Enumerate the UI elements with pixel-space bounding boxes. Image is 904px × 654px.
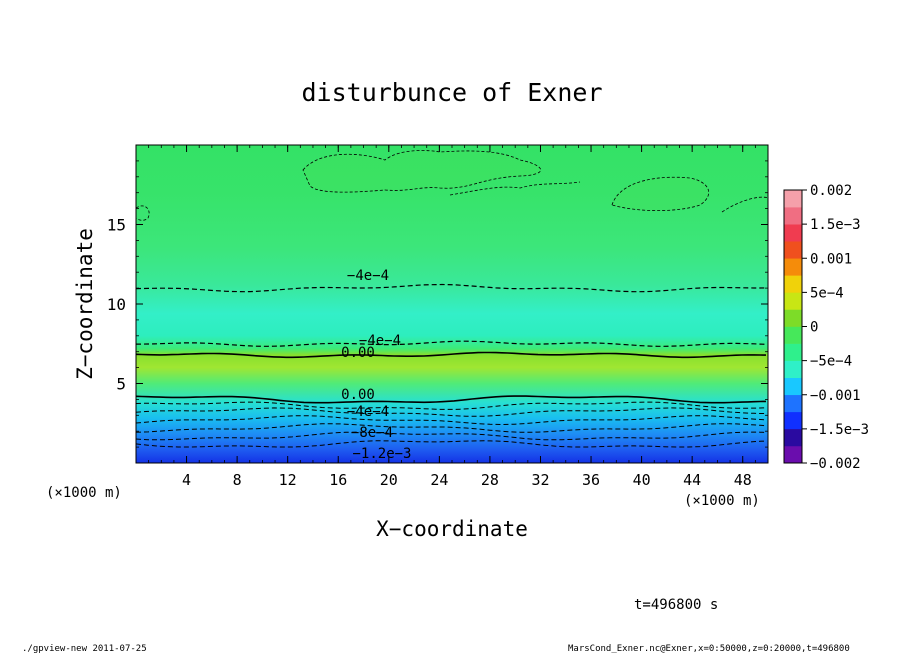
colorbar-segment: [784, 445, 802, 464]
colorbar-segment: [784, 326, 802, 344]
colorbar-segment: [784, 411, 802, 430]
contour-label: 0.00: [341, 345, 375, 361]
colorbar-tick-label: 0: [810, 320, 818, 336]
contour-line-5: [136, 401, 767, 410]
contour-label: −4e−4: [359, 333, 401, 349]
x-tick-label: 4: [182, 471, 191, 489]
colorbar-segment: [784, 428, 802, 447]
contour-line-2: [136, 423, 767, 433]
x-tick-label: 48: [734, 471, 752, 489]
colorbar: 0.002 1.5e−3 0.001 5e−4 0 −5e−4 −0.001 −1.5e−3 −…: [783, 183, 869, 472]
colorbar-segment: [784, 292, 802, 310]
colorbar-segment: [784, 360, 802, 378]
colorbar-segment: [784, 275, 802, 293]
x-tick-label: 40: [633, 471, 651, 489]
colorbar-tick-label: 0.001: [810, 251, 852, 267]
contour-line-0: [136, 440, 767, 448]
x-axis: 4 8 12 16 20 24 28 32 36 40 44 48: [148, 145, 756, 489]
colorbar-segment: [784, 207, 802, 225]
colorbar-segment: [784, 394, 802, 413]
x-tick-label: 36: [582, 471, 600, 489]
contour-labels: −4e−4−4e−40.000.00−4e−4−8e−4−1.2e−3: [341, 268, 411, 462]
colorbar-segment: [784, 343, 802, 361]
x-tick-label: 28: [481, 471, 499, 489]
contour-line-7: [136, 351, 767, 359]
y-tick-label: 10: [107, 295, 126, 314]
colorbar-tick-label: −0.001: [810, 388, 861, 404]
x-tick-label: 20: [380, 471, 398, 489]
contour-label: −8e−4: [351, 425, 393, 441]
contour-label: 0.00: [341, 387, 375, 403]
colorbar-tick-label: −5e−4: [810, 354, 852, 370]
y-tick-label: 5: [116, 375, 126, 394]
x-axis-label: X−coordinate: [376, 517, 528, 541]
x-tick-label: 24: [430, 471, 448, 489]
contour-upper-4: [721, 196, 768, 213]
plot-area: [136, 145, 768, 463]
color-field: [136, 145, 768, 463]
x-tick-label: 12: [279, 471, 297, 489]
colorbar-segment: [784, 258, 802, 276]
contour-line-6: [136, 395, 767, 404]
colorbar-tick-label: −0.002: [810, 456, 861, 472]
contour-upper-3: [611, 176, 710, 212]
contour-upper-2: [449, 181, 581, 196]
contour-upper-5: [136, 205, 150, 221]
colorbar-segment: [784, 309, 802, 327]
y-tick-label: 15: [107, 216, 126, 235]
x-tick-label: 8: [233, 471, 242, 489]
footer-right: MarsCond_Exner.nc@Exner,x=0:50000,z=0:20…: [568, 644, 850, 654]
x-tick-label: 16: [329, 471, 347, 489]
contour-line-4: [136, 407, 766, 417]
contour-line-3: [136, 415, 767, 426]
colorbar-segment: [784, 241, 802, 259]
colorbar-tick-label: 1.5e−3: [810, 217, 861, 233]
x-tick-label: 32: [531, 471, 549, 489]
time-label: t=496800 s: [634, 597, 718, 613]
colorbar-segment: [784, 377, 802, 396]
colorbar-segment: [784, 190, 802, 208]
contour-upper-1: [302, 150, 541, 193]
contour-line-9: [136, 283, 767, 293]
colorbar-tick-label: −1.5e−3: [810, 422, 869, 438]
contour-label: −4e−4: [347, 404, 389, 420]
x-tick-label: 44: [683, 471, 701, 489]
y-axis: 5 10 15: [107, 160, 768, 448]
colorbar-tick-label: 5e−4: [810, 285, 844, 301]
contour-label: −4e−4: [347, 268, 389, 284]
contour-label: −1.2e−3: [352, 446, 411, 462]
y-axis-label: Z−coordinate: [73, 228, 97, 380]
x-unit-left: (×1000 m): [46, 485, 122, 501]
contour-line-8: [136, 340, 767, 347]
chart-title: disturbunce of Exner: [301, 78, 602, 107]
x-unit-right: (×1000 m): [684, 493, 760, 509]
contour-lines: [136, 283, 767, 448]
colorbar-segment: [784, 224, 802, 242]
footer-left: ./gpview-new 2011-07-25: [22, 644, 147, 654]
contour-line-1: [136, 431, 767, 441]
colorbar-tick-label: 0.002: [810, 183, 852, 199]
